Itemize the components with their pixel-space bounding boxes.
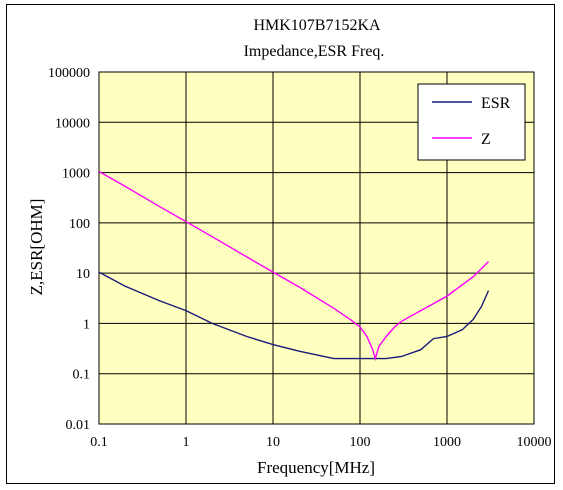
x-tick-label: 1 (183, 435, 190, 450)
y-tick-label: 10000 (55, 116, 90, 131)
series-line-esr (98, 271, 490, 360)
series-line-z (98, 170, 489, 362)
x-axis-label: Frequency[MHz] (257, 458, 375, 477)
legend-label-z: Z (481, 131, 491, 148)
y-tick-label: 1000 (62, 167, 90, 182)
chart-subtitle: Impedance,ESR Freq. (244, 43, 385, 60)
chart-title: HMK107B7152KA (253, 17, 381, 34)
y-tick-label: 0.1 (73, 368, 91, 383)
legend-box (417, 83, 526, 161)
y-tick-label: 1 (83, 317, 90, 332)
x-tick-label: 10 (266, 435, 280, 450)
x-tick-label: 0.1 (90, 435, 108, 450)
y-axis-label: Z,ESR[OHM] (27, 199, 46, 296)
legend-label-esr: ESR (481, 95, 511, 112)
y-tick-label: 100 (69, 217, 90, 232)
y-tick-label: 0.01 (66, 418, 91, 433)
y-tick-label: 100000 (48, 66, 90, 81)
y-tick-label: 10 (76, 267, 90, 282)
x-tick-label: 100 (350, 435, 371, 450)
x-tick-label: 10000 (517, 435, 552, 450)
x-tick-label: 1000 (433, 435, 461, 450)
